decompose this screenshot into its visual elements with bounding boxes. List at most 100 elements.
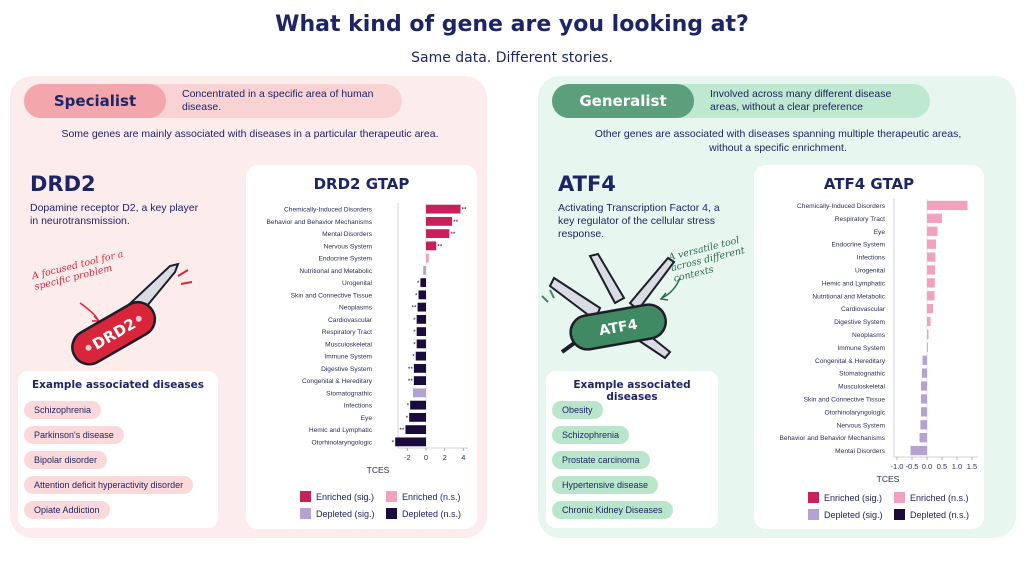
legend-enriched-sig: Enriched (sig.) [808, 492, 882, 503]
y-tick-label: Behavior and Behavior Mechanisms [779, 435, 885, 442]
significance-mark: ** [408, 378, 414, 385]
single-knife-icon: DRD2 [71, 262, 193, 366]
list-item: Prostate carcinoma [552, 451, 650, 469]
y-tick-label: Mental Disorders [322, 231, 373, 238]
chart-bar [426, 229, 450, 239]
chart-bar [409, 412, 426, 422]
y-tick-label: Hemic and Lymphatic [822, 280, 886, 287]
x-tick-label: 1.0 [952, 462, 962, 471]
y-tick-label: Skin and Connective Tissue [291, 292, 373, 299]
chart-bar [418, 290, 426, 300]
significance-mark: * [412, 354, 415, 361]
x-tick-label: 0 [424, 453, 428, 462]
list-item: Schizophrenia [24, 401, 102, 419]
generalist-examples-title: Example associated diseases [573, 379, 691, 403]
generalist-panel: Generalist Involved across many differen… [538, 76, 1016, 538]
y-tick-label: Behavior and Behavior Mechanisms [266, 219, 372, 226]
significance-mark: * [413, 329, 416, 336]
y-tick-label: Endocrine System [318, 256, 372, 263]
legend-swatch [300, 508, 311, 519]
significance-mark: * [413, 317, 416, 324]
y-tick-label: Otorhinolaryngologic [825, 409, 886, 416]
significance-mark: ** [399, 427, 405, 434]
chart-bar [920, 420, 927, 430]
chart-bar [910, 445, 927, 456]
y-tick-label: Immune System [837, 345, 885, 352]
y-tick-label: Chemically-Induced Disorders [797, 203, 886, 210]
atf4-chart-title: ATF4 GTAP [823, 175, 915, 193]
y-tick-label: Respiratory Tract [835, 216, 885, 223]
specialist-pill: Specialist Concentrated in a specific ar… [24, 84, 402, 118]
list-item: Opiate Addiction [24, 501, 110, 519]
legend-swatch [808, 492, 819, 503]
y-tick-label: Digestive System [834, 319, 885, 326]
chart-bar [416, 327, 426, 337]
chart-bar [921, 407, 927, 417]
legend-swatch [894, 492, 905, 503]
y-tick-label: Congenital & Hereditary [815, 358, 886, 365]
chart-bar [410, 400, 426, 410]
legend-enriched-sig: Enriched (sig.) [300, 491, 374, 502]
chart-bar [412, 388, 426, 398]
y-tick-label: Endocrine System [831, 242, 885, 249]
significance-mark: * [415, 292, 418, 299]
chart-bar [423, 265, 426, 275]
list-item: Schizophrenia [552, 426, 630, 444]
y-tick-label: Nutritional and Metabolic [299, 268, 372, 275]
y-tick-label: Hemic and Lymphatic [309, 427, 373, 434]
specialist-examples-title: Example associated diseases [31, 379, 205, 391]
legend-enriched-ns: Enriched (n.s.) [894, 492, 969, 503]
chart-bar [921, 394, 927, 404]
y-tick-label: Eye [874, 229, 886, 236]
multi-tool-knife-icon: ATF4 [541, 252, 681, 360]
list-item: Parkinson's disease [24, 426, 124, 444]
y-tick-label: Immune System [324, 354, 372, 361]
legend-swatch [386, 508, 397, 519]
chart-bar [927, 329, 929, 340]
atf4-chart: Chemically-Induced Disorders Respiratory … [779, 199, 978, 484]
significance-mark: ** [453, 219, 459, 226]
significance-mark: ** [437, 243, 443, 250]
list-item: Obesity [552, 401, 603, 419]
x-tick-label: -0.5 [906, 462, 919, 471]
chart-bar [426, 204, 461, 214]
chart-bar [405, 425, 426, 435]
specialist-tag: Specialist [24, 84, 166, 118]
y-tick-label: Respiratory Tract [322, 329, 372, 336]
legend-enriched-ns: Enriched (n.s.) [386, 491, 461, 502]
specialist-gene-name: DRD2 [30, 172, 96, 196]
specialist-panel: Specialist Concentrated in a specific ar… [10, 76, 487, 538]
chart-bar [927, 226, 938, 236]
x-tick-label: 0.0 [922, 462, 932, 471]
y-tick-label: Neoplasms [339, 305, 373, 312]
chart-bar [413, 363, 426, 373]
drd2-chart-title: DRD2 GTAP [313, 175, 410, 193]
x-tick-label: 4 [461, 453, 465, 462]
chart-bar [927, 291, 935, 301]
legend-depleted-ns: Depleted (n.s.) [386, 508, 461, 519]
significance-mark: * [413, 341, 416, 348]
drd2-chart-card: DRD2 GTAP Chemically-Induced Disorders **… [246, 165, 477, 529]
significance-mark: * [406, 415, 409, 422]
y-tick-label: Chemically-Induced Disorders [284, 207, 373, 214]
y-tick-label: Mental Disorders [835, 448, 886, 455]
legend-swatch [300, 491, 311, 502]
chart-bar [927, 265, 936, 275]
y-tick-label: Stomatognathic [326, 390, 373, 397]
drd2-chart: Chemically-Induced Disorders **Behavior a… [266, 203, 468, 475]
chart-bar [927, 252, 936, 262]
y-tick-label: Urogenital [855, 267, 886, 274]
y-tick-label: Urogenital [342, 280, 373, 287]
significance-mark: * [407, 403, 410, 410]
list-item: Attention deficit hyperactivity disorder [24, 476, 194, 494]
y-tick-label: Otorhinolaryngologic [312, 439, 373, 446]
y-tick-label: Infections [857, 255, 886, 262]
chart-bar [927, 316, 931, 327]
significance-mark: ** [450, 231, 456, 238]
y-tick-label: Infections [344, 403, 373, 410]
x-axis-label: TCES [367, 465, 390, 475]
chart-bar [426, 241, 437, 251]
chart-bar [927, 342, 928, 352]
significance-mark: ** [412, 305, 418, 312]
generalist-gene-desc: Activating Transcription Factor 4, a key… [558, 202, 720, 240]
